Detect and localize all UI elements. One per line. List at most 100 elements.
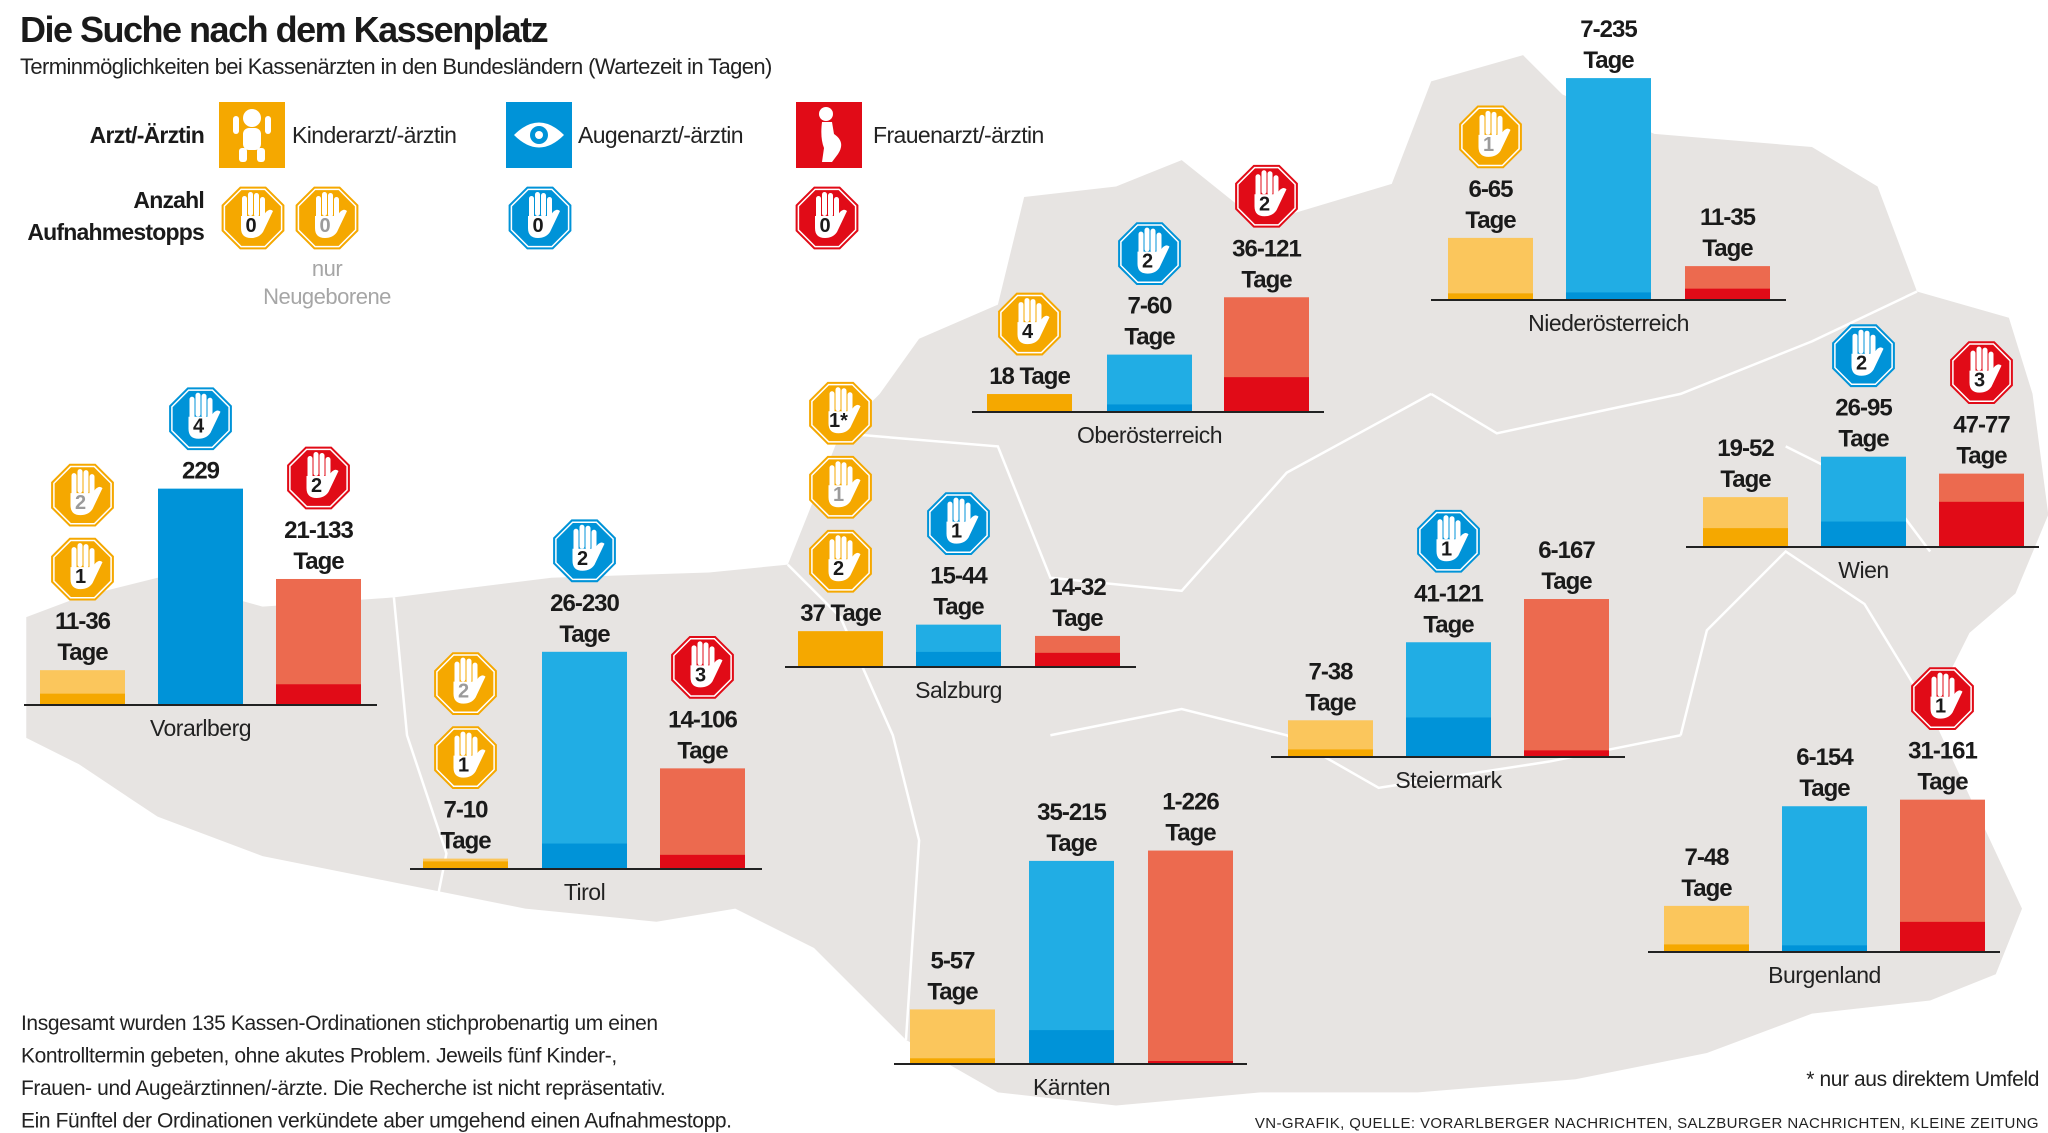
hand-icon — [70, 469, 103, 516]
data-label: Tage — [1465, 207, 1516, 234]
data-label: 7-235 — [1580, 16, 1637, 43]
stop-count: 2 — [458, 681, 469, 703]
data-label: 37 Tage — [800, 600, 881, 627]
finger — [77, 543, 83, 568]
stop-badge: 2 — [1832, 324, 1895, 388]
stop-count: 1 — [1483, 134, 1494, 156]
palm — [315, 209, 347, 238]
finger — [1864, 330, 1870, 355]
finger — [841, 462, 847, 487]
hand-icon — [306, 451, 339, 498]
finger — [691, 645, 697, 670]
data-label: 14-32 — [1049, 574, 1106, 601]
pregnant-woman-icon — [819, 107, 842, 162]
data-label: Tage — [1046, 830, 1097, 857]
bar-kinder-min — [987, 394, 1072, 411]
palm — [528, 209, 560, 238]
map-outline — [26, 55, 2048, 1106]
finger — [1255, 174, 1261, 199]
data-label: 31-161 — [1908, 738, 1977, 765]
hand-icon — [1436, 515, 1469, 562]
octagon-border — [223, 188, 283, 248]
data-label: 7-60 — [1127, 293, 1172, 320]
data-label: Tage — [1052, 605, 1103, 632]
finger — [1485, 110, 1491, 135]
leg — [239, 148, 247, 162]
bar-augen-min — [1107, 404, 1192, 411]
octagon-border — [1913, 669, 1972, 729]
state-border — [1430, 290, 1918, 435]
finger — [1150, 228, 1156, 253]
data-label: 5-57 — [930, 947, 975, 974]
region-oberösterreich: 18 Tage 4 7-60 Tage 2 36-121 Tage 2 Oberösterrei… — [972, 164, 1324, 448]
stop-count: 1 — [458, 755, 469, 777]
region-wien: 19-52 Tage 26-95 Tage 2 47-77 Tage 3 Wien — [1686, 324, 2039, 583]
octagon-border — [1461, 107, 1520, 167]
finger — [1144, 227, 1150, 252]
octagon-border — [1952, 343, 2011, 402]
stop-badge: 1 — [434, 726, 497, 789]
palm — [1017, 315, 1050, 345]
note-line: Insgesamt wurden 135 Kassen-Ordinationen… — [21, 1012, 658, 1035]
finger — [460, 657, 466, 682]
data-label: 14-106 — [668, 706, 737, 733]
finger — [1931, 676, 1937, 701]
page-title: Die Suche nach dem Kassenplatz — [20, 9, 548, 50]
palm — [815, 209, 847, 238]
stop-count: 2 — [1259, 193, 1270, 215]
data-label: 35-215 — [1037, 799, 1106, 826]
octagon-border — [297, 188, 357, 248]
source-credit: VN-GRAFIK, QUELLE: VORARLBERGER NACHRICH… — [1255, 1115, 2039, 1132]
hand-icon — [528, 192, 560, 238]
data-label: Tage — [1917, 769, 1968, 796]
bar-kinder-min — [1703, 528, 1788, 546]
stop-badge: 0 — [221, 186, 285, 250]
stop-badge: 3 — [1950, 341, 2013, 405]
arm — [265, 116, 271, 134]
octagon-border — [1237, 166, 1296, 226]
bar-kinder-min — [1664, 944, 1749, 951]
bar-kinder-max — [1664, 905, 1749, 951]
data-label: Tage — [1305, 689, 1356, 716]
bar-frauen-min — [1148, 1061, 1233, 1063]
stop-count: 1* — [829, 410, 848, 432]
legend-item-frauen — [796, 102, 862, 168]
finger — [529, 196, 534, 220]
data-label: 26-230 — [550, 590, 619, 617]
stop-badge: 2 — [1235, 164, 1298, 228]
bar-kinder-min — [40, 693, 125, 704]
hand-icon — [828, 461, 861, 508]
octagon-border — [53, 465, 112, 525]
stop-badge: 2 — [809, 529, 872, 593]
stop-count: 1 — [1935, 696, 1946, 718]
finger — [1267, 171, 1273, 196]
finger — [841, 388, 847, 413]
bar-frauen-max — [276, 578, 361, 704]
stop-badge: 0 — [795, 186, 859, 250]
finger — [316, 196, 321, 220]
palm — [241, 209, 273, 238]
data-label: Tage — [927, 978, 978, 1005]
finger — [1261, 170, 1267, 195]
stop-badge: 2 — [553, 519, 616, 583]
bar-kinder-max — [910, 1009, 995, 1063]
data-label: 15-44 — [930, 563, 988, 590]
finger — [828, 193, 833, 217]
finger — [585, 525, 591, 550]
finger — [454, 661, 460, 686]
bar-frauen-min — [660, 854, 745, 868]
palm — [453, 749, 486, 778]
region-label: Salzburg — [915, 677, 1002, 703]
data-label: 7-38 — [1308, 658, 1353, 685]
finger — [535, 192, 540, 216]
stop-badge: 0 — [508, 186, 572, 250]
finger — [1449, 516, 1455, 541]
palm — [1436, 532, 1469, 562]
finger — [816, 196, 821, 220]
data-label: Tage — [1583, 47, 1634, 74]
octagon-border — [1419, 511, 1478, 571]
palm — [70, 560, 103, 590]
palm — [828, 552, 861, 582]
finger — [189, 396, 195, 421]
palm — [1851, 347, 1884, 376]
